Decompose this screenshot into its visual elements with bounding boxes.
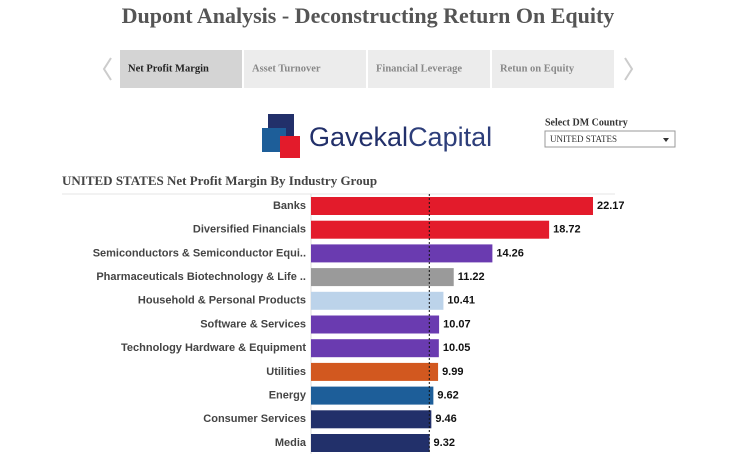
bar bbox=[311, 197, 594, 215]
filter-label: Select DM Country bbox=[545, 117, 628, 128]
logo: GavekalCapital bbox=[262, 114, 492, 158]
category-label: Consumer Services bbox=[203, 413, 306, 425]
tab-bar: Net Profit Margin Asset Turnover Financial… bbox=[120, 50, 614, 88]
tab[interactable] bbox=[368, 50, 490, 88]
tab-label: Financial Leverage bbox=[376, 63, 462, 74]
dropdown-caret bbox=[663, 138, 669, 142]
value-label: 9.46 bbox=[435, 413, 456, 425]
tab[interactable] bbox=[492, 50, 614, 88]
value-label: 9.32 bbox=[434, 437, 455, 449]
category-label: Banks bbox=[273, 200, 306, 212]
prev-arrow[interactable] bbox=[102, 57, 112, 81]
value-label: 14.26 bbox=[496, 247, 524, 259]
logo-part: Gavekal bbox=[309, 122, 408, 152]
tab-label: Asset Turnover bbox=[252, 63, 321, 74]
value-label: 10.05 bbox=[443, 342, 471, 354]
dropdown[interactable] bbox=[544, 130, 676, 148]
logo-part: Capital bbox=[408, 122, 492, 152]
value-label: 10.41 bbox=[447, 295, 475, 307]
next-arrow[interactable] bbox=[624, 57, 634, 81]
tab-label: Retun on Equity bbox=[500, 63, 575, 74]
bar bbox=[311, 434, 430, 452]
category-label: Technology Hardware & Equipment bbox=[121, 342, 306, 354]
tab-label: Net Profit Margin bbox=[128, 63, 209, 74]
logo-square bbox=[280, 136, 300, 158]
logo-text: GavekalCapital bbox=[309, 122, 492, 152]
category-label: Household & Personal Products bbox=[138, 295, 306, 307]
category-label: Semiconductors & Semiconductor Equi.. bbox=[93, 247, 306, 259]
dropdown-value: UNITED STATES bbox=[550, 134, 617, 144]
bar bbox=[311, 339, 439, 358]
category-label: Utilities bbox=[266, 366, 306, 378]
value-label: 9.99 bbox=[442, 366, 463, 378]
bar bbox=[311, 362, 439, 381]
bar bbox=[311, 268, 454, 287]
category-label: Software & Services bbox=[200, 318, 306, 330]
value-label: 22.17 bbox=[597, 200, 625, 212]
bar bbox=[311, 410, 432, 429]
tab[interactable] bbox=[244, 50, 366, 88]
value-label: 9.62 bbox=[437, 390, 458, 402]
chart: Banks 22.17 Diversified Financials 18.72 Sem… bbox=[93, 194, 625, 454]
page-title: Dupont Analysis - Deconstructing Return … bbox=[122, 3, 615, 28]
bar bbox=[311, 244, 493, 263]
tab[interactable] bbox=[120, 50, 242, 88]
category-label: Media bbox=[275, 437, 307, 449]
category-label: Pharmaceuticals Biotechnology & Life .. bbox=[96, 271, 306, 283]
bar bbox=[311, 291, 444, 310]
value-label: 11.22 bbox=[458, 271, 485, 283]
value-label: 18.72 bbox=[553, 224, 581, 236]
bar bbox=[311, 386, 434, 405]
value-label: 10.07 bbox=[443, 318, 471, 330]
bar bbox=[311, 220, 550, 239]
chart-title: UNITED STATES Net Profit Margin By Indus… bbox=[62, 173, 377, 188]
bar bbox=[311, 315, 440, 334]
category-label: Diversified Financials bbox=[193, 224, 306, 236]
category-label: Energy bbox=[269, 390, 307, 402]
